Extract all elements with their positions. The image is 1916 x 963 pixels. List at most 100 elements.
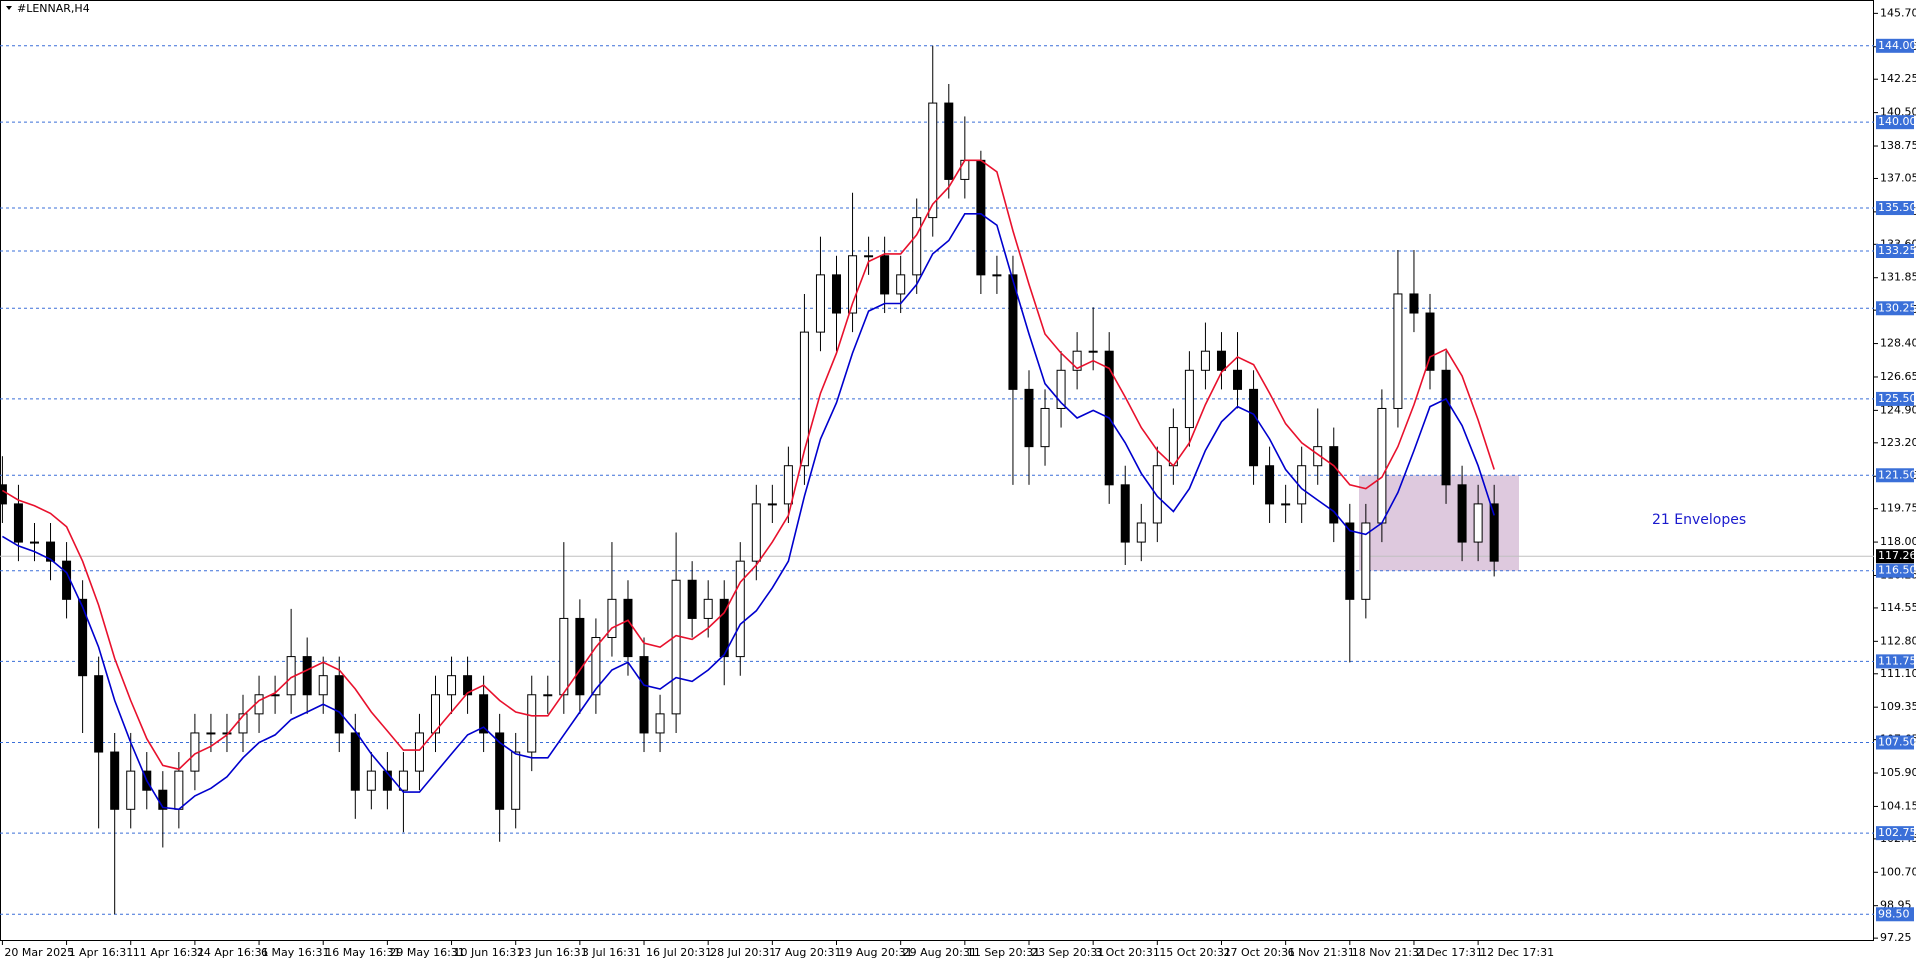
candle-body: [896, 274, 906, 295]
level-label: 140.00: [1878, 115, 1916, 128]
level-label-box: [1876, 468, 1914, 483]
candle-body: [1056, 369, 1066, 409]
x-tick-label: 20 Mar 2025: [4, 946, 74, 959]
y-tick-label: 97.25: [1880, 931, 1912, 944]
y-tick-label: 126.65: [1880, 370, 1916, 383]
y-tick-label: 109.35: [1880, 700, 1916, 713]
candle-body: [591, 637, 601, 696]
candle-body: [382, 770, 392, 791]
x-tick-label: 23 Jun 16:31: [518, 946, 588, 959]
x-tick-label: 29 Aug 20:31: [903, 946, 977, 959]
candle-body: [0, 484, 7, 505]
candle-body: [607, 598, 617, 639]
level-label: 116.50: [1878, 564, 1916, 577]
candle-body: [767, 503, 777, 506]
candle-body: [1233, 369, 1243, 390]
x-tick-label: 23 Sep 20:31: [1031, 946, 1104, 959]
candle-body: [334, 675, 344, 734]
candle-body: [1409, 293, 1419, 314]
candle-body: [302, 656, 312, 696]
candle-body: [1473, 503, 1483, 543]
candle-body: [1393, 293, 1403, 409]
level-label: 133.25: [1878, 244, 1916, 257]
level-label-box: [1876, 115, 1914, 130]
x-tick-label: 3 Oct 20:31: [1095, 946, 1160, 959]
candle-body: [495, 732, 505, 810]
candle-body: [430, 694, 440, 734]
candle-body: [29, 541, 39, 544]
x-tick-label: 24 Apr 16:31: [197, 946, 269, 959]
y-tick-label: 123.20: [1880, 436, 1916, 449]
candle-body: [1457, 484, 1467, 543]
x-tick-label: 15 Oct 20:31: [1159, 946, 1231, 959]
x-tick-label: 1 Apr 16:31: [69, 946, 134, 959]
candle-body: [1489, 503, 1499, 562]
candle-body: [944, 102, 954, 180]
candle-body: [1152, 465, 1162, 524]
y-tick-label: 118.00: [1880, 535, 1916, 548]
current-price-box: [1876, 549, 1914, 564]
candle-body: [1329, 446, 1339, 524]
candle-body: [1200, 350, 1210, 371]
x-tick-label: 10 Jun 16:31: [454, 946, 524, 959]
x-tick-label: 12 Dec 17:31: [1480, 946, 1554, 959]
x-tick-label: 29 May 16:31: [389, 946, 464, 959]
envelope-line: [1, 159, 1495, 771]
candle-body: [864, 255, 874, 258]
level-label: 130.25: [1878, 301, 1916, 314]
level-label-box: [1876, 563, 1914, 578]
candle-body: [1361, 522, 1371, 600]
candle-body: [1168, 427, 1178, 467]
candle-body: [623, 598, 633, 658]
candle-body: [511, 751, 521, 810]
level-label-box: [1876, 38, 1914, 53]
level-label-box: [1876, 243, 1914, 258]
candle-body: [671, 579, 681, 715]
candle-body: [832, 274, 842, 314]
candle-body: [174, 770, 184, 810]
x-tick-label: 18 Nov 21:31: [1352, 946, 1426, 959]
candle-body: [735, 560, 745, 658]
level-label: 107.50: [1878, 735, 1916, 748]
level-label: 144.00: [1878, 39, 1916, 52]
candle-body: [976, 159, 986, 276]
candle-body: [799, 331, 809, 467]
x-tick-label: 11 Apr 16:31: [133, 946, 205, 959]
candle-body: [815, 274, 825, 333]
x-tick-label: 28 Jul 20:31: [710, 946, 776, 959]
candle-body: [1024, 388, 1034, 448]
candle-body: [575, 617, 585, 696]
level-label-box: [1876, 301, 1914, 316]
y-tick-label: 104.15: [1880, 799, 1916, 812]
candle-body: [1425, 312, 1435, 371]
y-tick-label: 114.55: [1880, 601, 1916, 614]
candle-body: [479, 694, 489, 734]
candle-body: [543, 694, 553, 697]
candle-body: [206, 732, 216, 735]
x-tick-label: 27 Oct 20:31: [1223, 946, 1295, 959]
x-tick-label: 6 May 16:31: [261, 946, 329, 959]
candle-body: [912, 217, 922, 276]
candle-body: [687, 579, 697, 619]
candle-body: [703, 598, 713, 619]
candle-body: [960, 159, 970, 180]
candle-body: [1249, 388, 1259, 467]
candle-body: [655, 713, 665, 734]
candle-body: [350, 732, 360, 791]
candle-body: [1072, 350, 1082, 371]
candle-body: [318, 675, 328, 696]
candle-body: [992, 274, 1002, 277]
level-label-box: [1876, 201, 1914, 216]
current-price-label: 117.26: [1878, 549, 1916, 562]
candle-body: [639, 656, 649, 734]
candle-body: [46, 541, 56, 562]
candle-body: [928, 102, 938, 219]
candle-body: [751, 503, 761, 562]
candle-body: [414, 732, 424, 772]
level-label: 111.75: [1878, 654, 1916, 667]
candle-body: [1040, 407, 1050, 448]
candle-body: [110, 751, 120, 810]
candle-body: [1265, 465, 1275, 505]
